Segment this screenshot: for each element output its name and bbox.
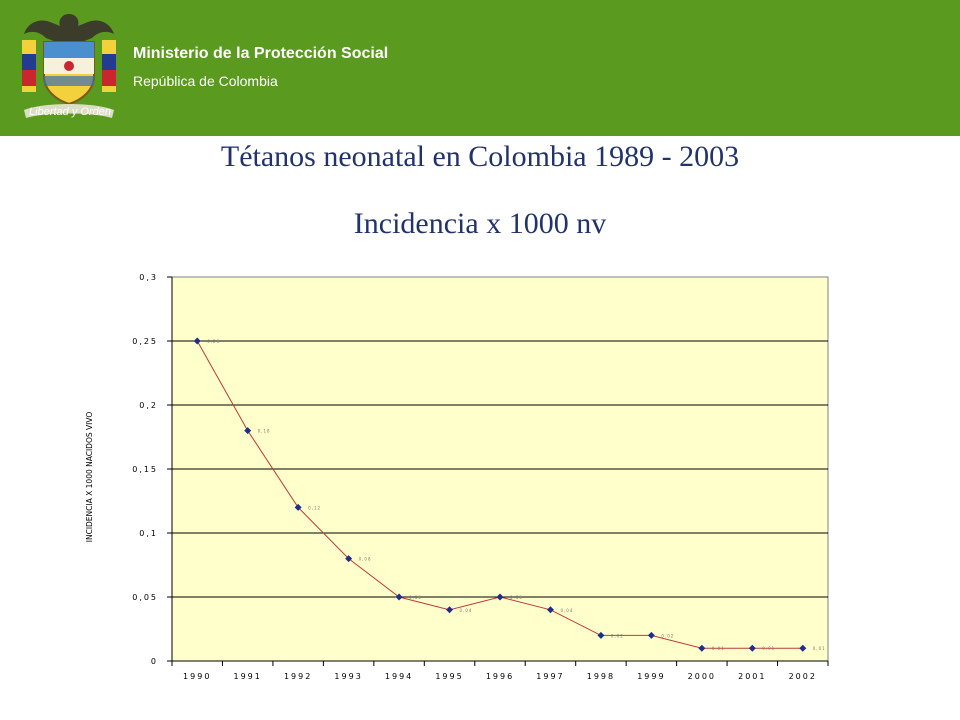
x-tick-label: 1992 — [284, 672, 312, 681]
data-label: 0,25 — [207, 339, 220, 344]
y-tick-label: 0,2 — [139, 401, 158, 410]
data-point — [647, 631, 655, 639]
data-label: 0,12 — [308, 505, 321, 510]
data-point — [244, 427, 252, 435]
data-label: 0,05 — [409, 595, 422, 600]
x-tick-label: 1999 — [637, 672, 665, 681]
y-axis-title: INCIDENCIA X 1000 NACIDOS VIVO — [85, 412, 94, 543]
data-label: 0,04 — [560, 608, 573, 613]
data-point — [546, 606, 554, 614]
incidence-line-chart: 0 0,05 0,1 0,15 0,2 0,25 0,3 1990 1991 1992 1993 19… — [85, 273, 829, 681]
data-label: 0,04 — [460, 608, 473, 613]
x-tick-label: 1991 — [234, 672, 262, 681]
x-tick-label: 2002 — [789, 672, 817, 681]
x-tick-label: 2001 — [738, 672, 766, 681]
data-label: 0,01 — [712, 646, 725, 651]
data-label: 0,01 — [813, 646, 826, 651]
slide-subtitle: Incidencia x 1000 nv — [353, 207, 607, 240]
data-point — [294, 503, 302, 511]
x-tick-label: 2000 — [688, 672, 716, 681]
header-banner: Ministerio de la Protección Social Repúb… — [0, 0, 960, 136]
y-tick-label: 0,15 — [132, 465, 158, 474]
y-tick-label: 0,05 — [132, 593, 158, 602]
organization-name: Ministerio de la Protección Social — [133, 45, 389, 62]
data-label: 0,02 — [611, 633, 624, 638]
y-tick-label: 0 — [151, 657, 158, 666]
organization-subtitle: República de Colombia — [133, 73, 278, 89]
data-point — [496, 593, 504, 601]
x-tick-label: 1997 — [536, 672, 564, 681]
data-point — [597, 631, 605, 639]
y-tick-label: 0,25 — [132, 337, 158, 346]
data-point — [446, 606, 454, 614]
data-label: 0,08 — [359, 557, 372, 562]
logo-motto: Libertad y Orden — [29, 106, 111, 118]
data-label: 0,02 — [661, 633, 674, 638]
y-tick-label: 0,1 — [139, 529, 158, 538]
data-point — [345, 555, 353, 563]
x-tick-label: 1993 — [334, 672, 362, 681]
colombia-coat-of-arms-logo — [22, 14, 116, 118]
x-tick-label: 1994 — [385, 672, 413, 681]
data-label: 0,18 — [258, 429, 271, 434]
data-point — [193, 337, 201, 345]
x-tick-label: 1990 — [183, 672, 211, 681]
data-label: 0,05 — [510, 595, 523, 600]
data-label: 0,01 — [762, 646, 775, 651]
data-point — [698, 644, 706, 652]
data-point — [395, 593, 403, 601]
y-tick-label: 0,3 — [139, 273, 158, 282]
slide-title: Tétanos neonatal en Colombia 1989 - 2003 — [220, 140, 740, 173]
data-point — [799, 644, 807, 652]
x-tick-label: 1996 — [486, 672, 514, 681]
x-tick-label: 1998 — [587, 672, 615, 681]
x-tick-label: 1995 — [435, 672, 463, 681]
data-point — [748, 644, 756, 652]
